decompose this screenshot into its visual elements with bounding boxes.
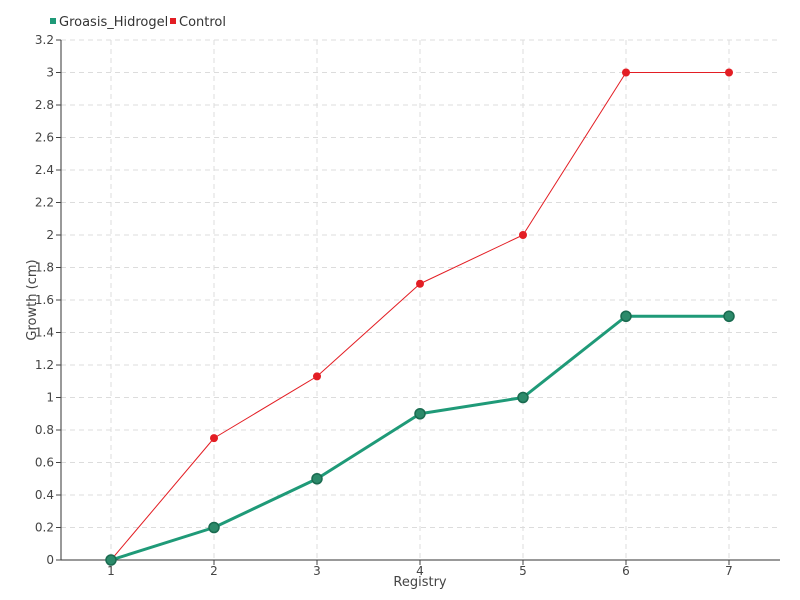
legend-item-control[interactable]: Control xyxy=(170,15,226,30)
data-point-groasis[interactable] xyxy=(517,391,529,404)
y-tick-label: 0.2 xyxy=(35,521,54,535)
x-axis-title: Registry xyxy=(393,575,447,590)
y-tick-label: 1 xyxy=(46,391,54,405)
x-tick-label: 3 xyxy=(313,564,321,578)
data-point-control[interactable] xyxy=(313,372,321,381)
y-tick-label: 0.4 xyxy=(35,488,54,502)
data-point-groasis[interactable] xyxy=(208,521,220,534)
data-point-control[interactable] xyxy=(210,434,218,443)
x-tick-label: 7 xyxy=(725,564,733,578)
y-tick-label: 2.8 xyxy=(35,98,54,112)
y-tick-label: 0.8 xyxy=(35,423,54,437)
y-tick-label: 1.6 xyxy=(35,293,54,307)
x-tick-label: 6 xyxy=(622,564,630,578)
data-point-control[interactable] xyxy=(519,231,527,239)
data-point-groasis[interactable] xyxy=(311,473,323,485)
data-point-control[interactable] xyxy=(622,68,630,77)
data-point-groasis[interactable] xyxy=(723,310,735,322)
series-group xyxy=(105,68,735,566)
y-axis-ticks: 0 0.2 0.4 0.6 0.8 1 1.2 1.4 1.6 1.8 2 2.2 2.4 2.6 2.8 3… xyxy=(35,33,61,567)
y-tick-label: 2.6 xyxy=(35,131,54,145)
legend-swatch-control xyxy=(170,18,176,24)
y-tick-label: 1.4 xyxy=(35,326,54,340)
x-tick-label: 1 xyxy=(107,564,115,578)
grid xyxy=(61,39,780,560)
y-tick-label: 1.8 xyxy=(35,261,54,275)
y-tick-label: 2.2 xyxy=(35,196,54,210)
y-tick-label: 3.2 xyxy=(35,33,54,47)
y-axis-title: Growth (cm) xyxy=(25,259,40,340)
legend-item-groasis[interactable]: Groasis_Hidrogel xyxy=(50,15,168,30)
y-tick-label: 2 xyxy=(46,228,54,242)
x-tick-label: 4 xyxy=(416,564,424,578)
y-tick-label: 2.4 xyxy=(35,163,54,177)
x-tick-label: 2 xyxy=(210,564,218,578)
data-point-control[interactable] xyxy=(416,279,424,288)
data-point-groasis[interactable] xyxy=(414,408,426,420)
x-tick-label: 5 xyxy=(519,564,527,578)
legend-label-groasis: Groasis_Hidrogel xyxy=(59,15,168,30)
legend-swatch-groasis xyxy=(50,18,56,24)
data-point-control[interactable] xyxy=(725,68,733,77)
y-tick-label: 0 xyxy=(46,553,54,567)
y-tick-label: 3 xyxy=(46,66,54,80)
y-tick-label: 0.6 xyxy=(35,456,54,470)
data-point-groasis[interactable] xyxy=(105,554,117,566)
legend-label-control: Control xyxy=(179,15,226,30)
data-point-groasis[interactable] xyxy=(620,310,632,322)
legend[interactable]: Groasis_Hidrogel Control xyxy=(50,15,226,30)
y-tick-label: 1.2 xyxy=(35,358,54,372)
